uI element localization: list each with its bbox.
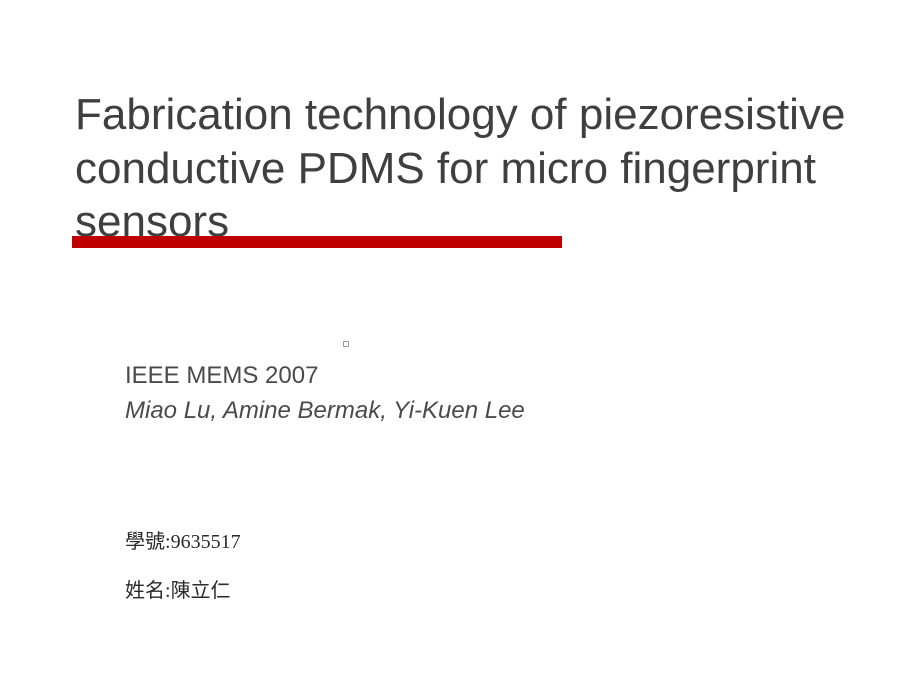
- student-name-label: 姓名:: [125, 580, 171, 602]
- title-block: Fabrication technology of piezoresistive…: [75, 88, 860, 249]
- student-name-value: 陳立仁: [171, 580, 231, 602]
- slide-title: Fabrication technology of piezoresistive…: [75, 88, 860, 249]
- student-id-value: 9635517: [171, 531, 241, 553]
- bullet-marker-icon: [343, 341, 349, 347]
- subtitle-block: IEEE MEMS 2007 Miao Lu, Amine Bermak, Yi…: [125, 362, 860, 425]
- student-id-line: 學號:9635517: [125, 525, 860, 554]
- authors-list: Miao Lu, Amine Bermak, Yi-Kuen Lee: [125, 397, 860, 425]
- conference-name: IEEE MEMS 2007: [125, 362, 860, 390]
- student-name-line: 姓名:陳立仁: [125, 574, 860, 603]
- slide-container: Fabrication technology of piezoresistive…: [0, 0, 920, 690]
- student-info-block: 學號:9635517 姓名:陳立仁: [125, 525, 860, 603]
- student-id-label: 學號:: [125, 531, 171, 553]
- title-underline: [72, 236, 562, 248]
